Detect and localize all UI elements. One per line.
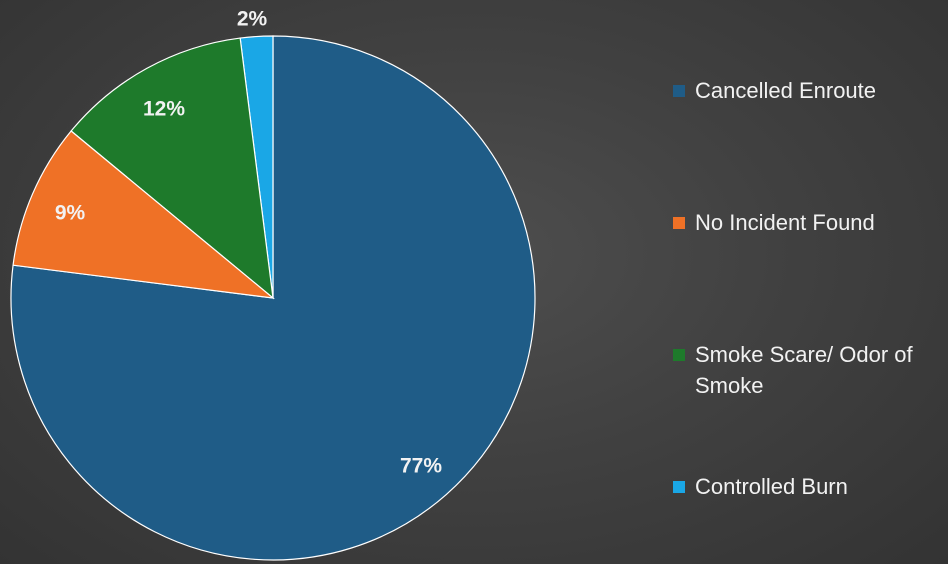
legend-item-controlled-burn: Controlled Burn: [673, 471, 945, 502]
legend-item-cancelled-enroute: Cancelled Enroute: [673, 75, 945, 106]
legend-swatch-cancelled-enroute: [673, 85, 685, 97]
pie-slice-no-incident-found: [12, 130, 275, 299]
data-label-smoke-scare: 12%: [143, 98, 185, 121]
legend-label-controlled-burn: Controlled Burn: [695, 474, 848, 499]
legend-swatch-smoke-scare: [673, 349, 685, 361]
legend-item-smoke-scare: Smoke Scare/ Odor of Smoke: [673, 339, 945, 401]
legend-swatch-no-incident-found: [673, 217, 685, 229]
legend-label-smoke-scare: Smoke Scare/ Odor of Smoke: [695, 342, 913, 398]
legend-label-no-incident-found: No Incident Found: [695, 210, 875, 235]
legend-item-no-incident-found: No Incident Found: [673, 207, 945, 238]
data-label-cancelled-enroute: 77%: [400, 455, 442, 478]
data-label-no-incident-found: 9%: [55, 202, 86, 225]
pie-slice-smoke-scare: [70, 37, 274, 300]
legend-label-cancelled-enroute: Cancelled Enroute: [695, 78, 877, 103]
data-label-controlled-burn: 2%: [237, 8, 268, 31]
legend-swatch-controlled-burn: [673, 481, 685, 493]
